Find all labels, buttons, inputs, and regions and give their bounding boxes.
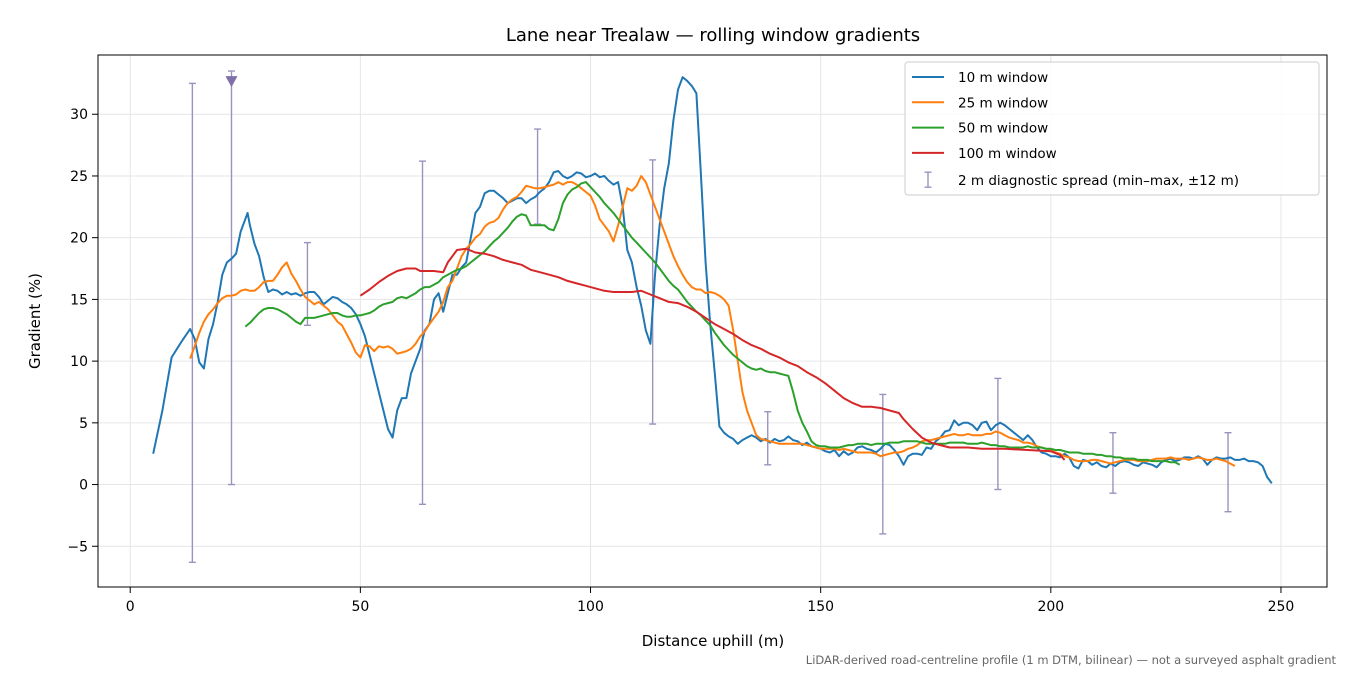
legend-label: 10 m window: [958, 70, 1048, 86]
y-axis-ticks: −5 0 5 10 15 20 25 30: [67, 107, 98, 555]
spread-bar: [764, 411, 772, 466]
y-tick-label: 20: [70, 231, 88, 247]
spread-bar: [994, 377, 1002, 491]
spread-bar: [649, 159, 657, 425]
diagnostic-spread-bars: [188, 70, 1232, 564]
x-tick-label: 150: [807, 599, 834, 615]
y-tick-label: 0: [79, 478, 88, 494]
y-tick-label: −5: [67, 539, 88, 555]
x-axis-label: Distance uphill (m): [642, 632, 784, 650]
spread-bar: [188, 82, 196, 564]
legend-label: 2 m diagnostic spread (min–max, ±12 m): [958, 173, 1239, 189]
x-tick-label: 0: [126, 599, 135, 615]
spread-bar: [227, 70, 235, 486]
y-tick-label: 15: [70, 292, 88, 308]
footnote: LiDAR-derived road-centreline profile (1…: [806, 653, 1337, 667]
clipped-markers: [225, 76, 238, 88]
spread-bar: [1224, 432, 1232, 513]
series-lines: [152, 76, 1273, 484]
x-tick-label: 50: [351, 599, 369, 615]
legend-label: 50 m window: [958, 121, 1048, 137]
x-tick-label: 250: [1268, 599, 1295, 615]
chart-title: Lane near Trealaw — rolling window gradi…: [506, 25, 920, 46]
y-tick-label: 5: [79, 416, 88, 432]
plot-frame: [97, 54, 1328, 588]
y-tick-label: 25: [70, 169, 88, 185]
clipped-spread-marker: [225, 76, 238, 88]
spread-bar: [303, 241, 311, 327]
spread-bar: [879, 393, 887, 535]
x-tick-label: 100: [577, 599, 604, 615]
series-line-4: [359, 247, 1066, 461]
y-tick-label: 10: [70, 354, 88, 370]
series-line-2: [189, 175, 1236, 467]
spread-bar: [534, 128, 542, 225]
series-line-3: [244, 181, 1181, 466]
legend-label: 100 m window: [958, 146, 1057, 162]
legend-box: [904, 61, 1320, 196]
y-tick-label: 30: [70, 107, 88, 123]
legend-label: 25 m window: [958, 95, 1048, 111]
y-axis-label: Gradient (%): [26, 273, 44, 369]
x-tick-label: 200: [1037, 599, 1064, 615]
x-axis-ticks: 0 50 100 150 200 250: [126, 587, 1295, 615]
legend: 10 m window 25 m window 50 m window 100 m w…: [904, 61, 1320, 196]
